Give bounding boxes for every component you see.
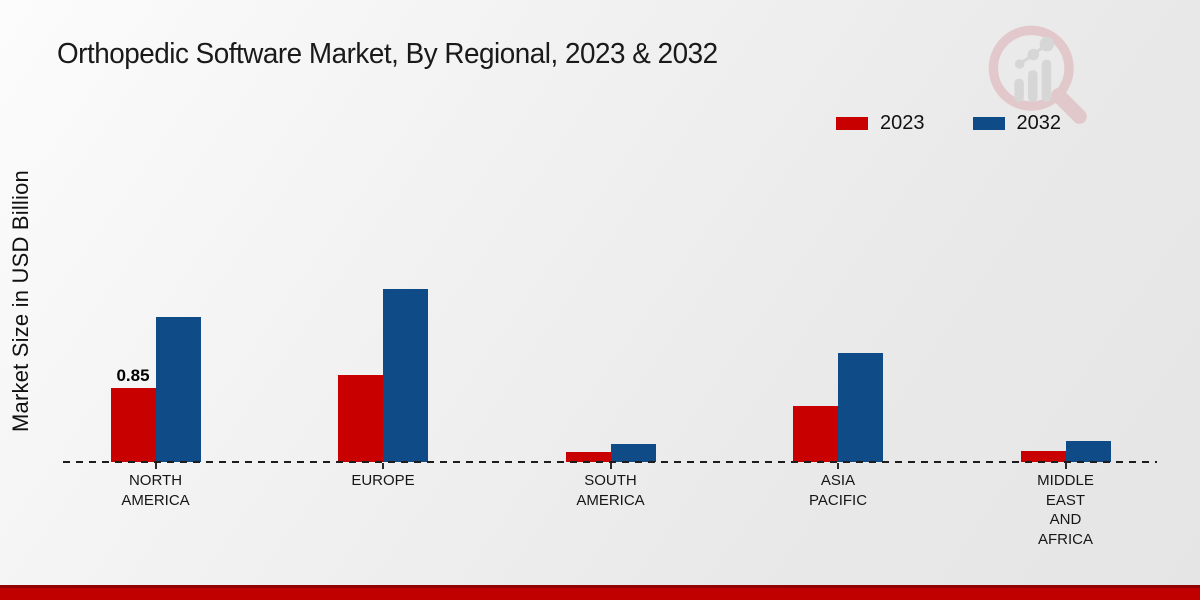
category-label-south-america: SOUTH AMERICA xyxy=(576,472,645,509)
category-label-asia-pacific: ASIA PACIFIC xyxy=(808,472,868,509)
bar-2032-south-america xyxy=(610,443,656,462)
legend-label-2032: 2032 xyxy=(1016,112,1062,134)
bar-2023-north-america xyxy=(110,388,156,462)
x-axis-tick xyxy=(1064,463,1067,469)
legend-label-2023: 2023 xyxy=(880,112,925,134)
bar-2023-south-america xyxy=(565,452,611,462)
x-axis-baseline xyxy=(63,461,1157,463)
legend-swatch-2023 xyxy=(836,117,868,130)
x-axis-tick xyxy=(154,463,157,469)
bar-2023-europe xyxy=(338,375,383,462)
bar-2023-asia-pacific xyxy=(793,406,838,462)
magnifier-bar-chart-logo-icon xyxy=(988,25,1087,124)
footer-accent-band xyxy=(0,585,1200,600)
bar-2032-middle-east-and-africa xyxy=(1065,441,1111,462)
legend: 2023 2032 xyxy=(836,112,1061,135)
legend-swatch-2032 xyxy=(972,117,1005,130)
x-axis-tick xyxy=(837,463,839,469)
category-label-middle-east-and-africa: MIDDLE EAST AND AFRICA xyxy=(1037,472,1094,548)
bar-2032-north-america xyxy=(155,316,201,462)
bar-2023-middle-east-and-africa xyxy=(1020,450,1066,462)
bar-2032-asia-pacific xyxy=(838,353,883,462)
legend-item-2032: 2032 xyxy=(972,112,1062,135)
category-label-north-america: NORTH AMERICA xyxy=(121,472,190,509)
category-label-europe: EUROPE xyxy=(351,472,415,489)
x-axis-tick xyxy=(382,463,384,469)
bar-2032-europe xyxy=(383,288,428,462)
chart-title: Orthopedic Software Market, By Regional,… xyxy=(57,38,718,70)
data-label-0.85: 0.85 xyxy=(116,366,150,386)
legend-item-2023: 2023 xyxy=(836,112,925,135)
x-axis-tick xyxy=(609,463,612,469)
